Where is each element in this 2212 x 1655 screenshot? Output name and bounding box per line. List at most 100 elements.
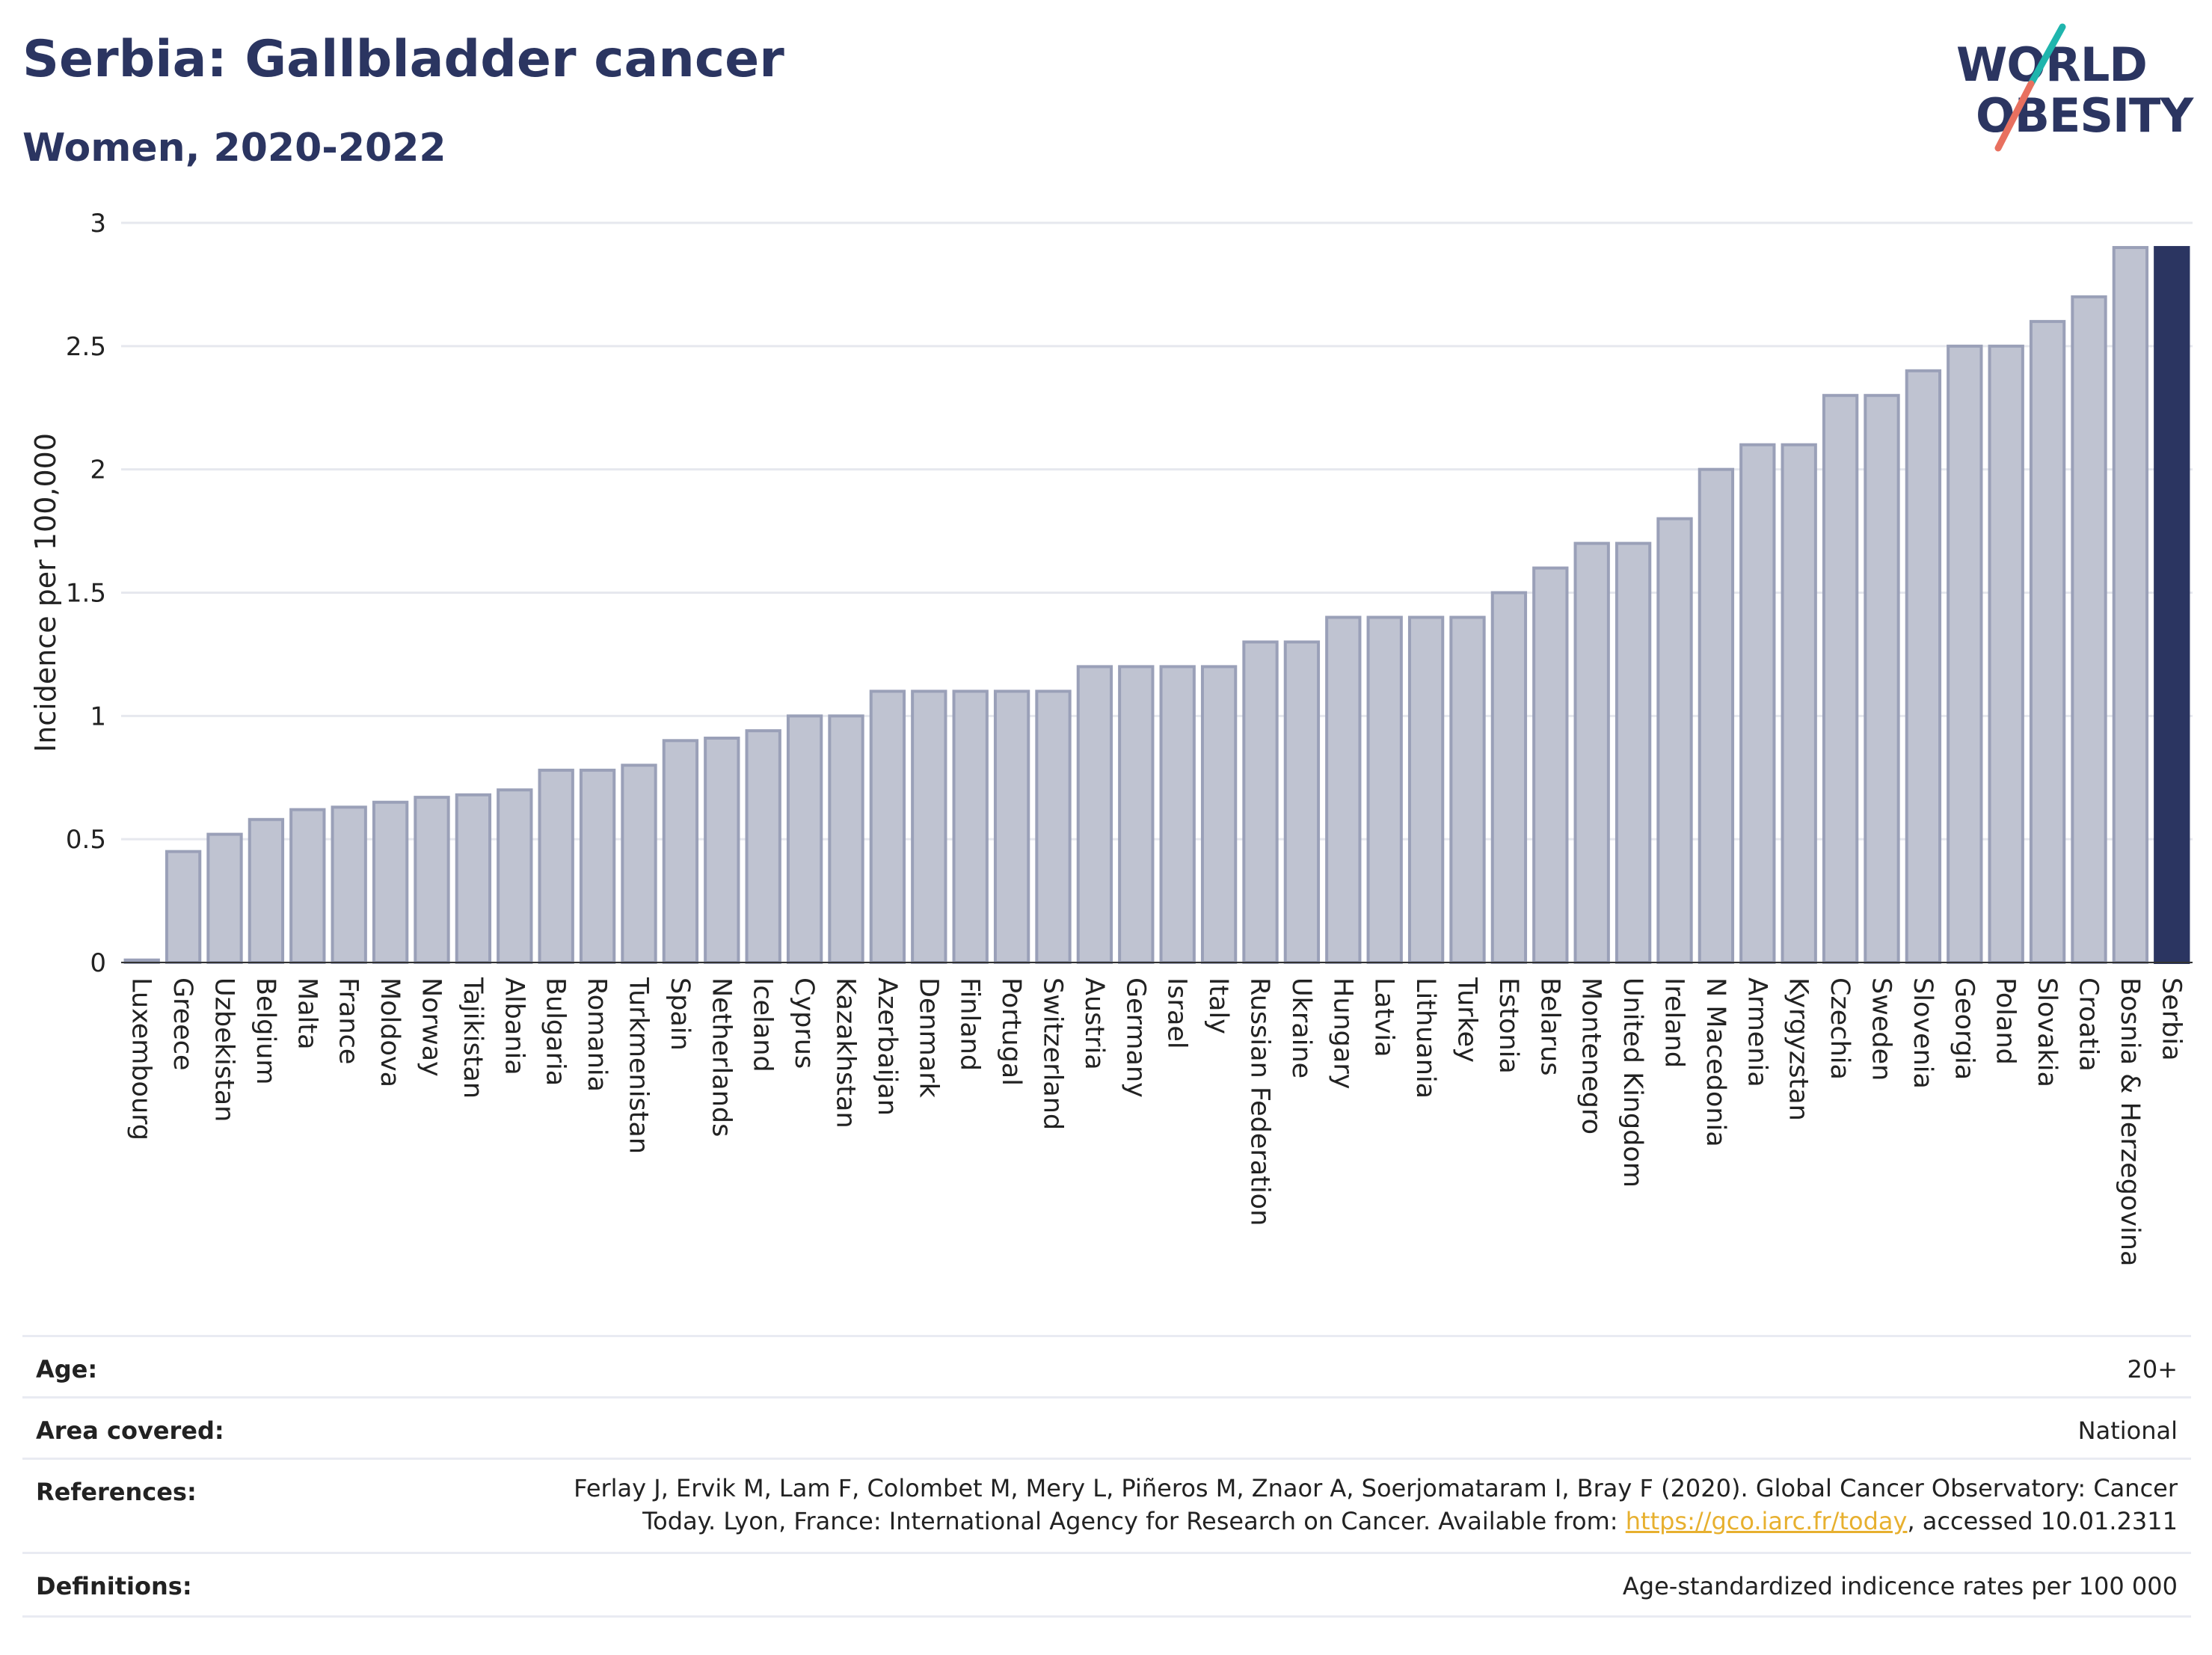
x-tick-label: United Kingdom xyxy=(1617,977,1647,1188)
x-tick-label: Estonia xyxy=(1493,977,1523,1074)
x-tick-label: Uzbekistan xyxy=(209,977,239,1122)
bar xyxy=(1739,443,1776,964)
page-subtitle: Women, 2020-2022 xyxy=(22,126,446,171)
bar-chart: 0 0.5 1 1.5 2 2.5 3 Incidence per 100,000 Luxemb… xyxy=(29,209,2193,1266)
x-tick-label: Finland xyxy=(955,977,985,1071)
x-tick-label: Kyrgyzstan xyxy=(1784,977,1813,1121)
x-tick-label: Belarus xyxy=(1534,977,1564,1076)
x-tick-label: Sweden xyxy=(1867,977,1896,1081)
logo-slash-icon xyxy=(1994,23,2066,152)
age-value: 20+ xyxy=(2127,1355,2178,1384)
page-title: Serbia: Gallbladder cancer xyxy=(22,30,784,89)
x-tick-label: Norway xyxy=(417,977,446,1077)
x-tick-label: Kazakhstan xyxy=(831,977,861,1129)
x-tick-label: Portugal xyxy=(996,977,1026,1086)
bar xyxy=(704,737,740,965)
x-tick-label: Slovakia xyxy=(2032,977,2062,1087)
bar xyxy=(993,690,1030,964)
x-tick-label: Lithuania xyxy=(1410,977,1440,1099)
bar xyxy=(206,832,243,964)
x-tick-label: Greece xyxy=(168,977,197,1071)
bar xyxy=(455,793,492,964)
references-label: References: xyxy=(36,1478,197,1506)
x-tick-label: Croatia xyxy=(2074,977,2104,1072)
bar xyxy=(1325,615,1362,964)
x-tick-label: Germany xyxy=(1120,977,1150,1098)
meta-row-age: Age: 20+ xyxy=(22,1335,2191,1398)
x-tick-label: Poland xyxy=(1991,977,2021,1065)
y-tick-label: 0.5 xyxy=(66,825,106,855)
x-tick-label: Bulgaria xyxy=(541,977,571,1086)
y-tick-label: 0 xyxy=(90,948,106,978)
x-tick-label: Albania xyxy=(499,977,529,1075)
bar xyxy=(1615,541,1652,965)
x-tick-label: Malta xyxy=(292,977,322,1050)
bar xyxy=(952,690,989,964)
references-accessed: , accessed 10.01.2311 xyxy=(1907,1507,2178,1535)
bar xyxy=(538,768,574,964)
x-tick-label: Ukraine xyxy=(1286,977,1316,1078)
x-tick-label: Israel xyxy=(1162,977,1192,1049)
bar xyxy=(2029,319,2066,965)
x-tick-label: Latvia xyxy=(1369,977,1399,1057)
bar xyxy=(745,729,781,964)
bar xyxy=(579,768,616,964)
bar xyxy=(1035,690,1072,964)
x-tick-label: France xyxy=(334,977,363,1064)
x-tick-label: Iceland xyxy=(748,977,778,1072)
x-tick-label: Spain xyxy=(665,977,695,1051)
bar xyxy=(1698,467,1735,964)
bar xyxy=(414,796,450,965)
bar xyxy=(786,714,823,964)
area-value: National xyxy=(2077,1416,2178,1445)
bar xyxy=(1200,665,1238,965)
bar xyxy=(165,850,202,965)
x-tick-label: Armenia xyxy=(1742,977,1772,1087)
x-tick-label: Turkmenistan xyxy=(624,977,654,1154)
bar xyxy=(1905,369,1942,965)
x-tick-label: Luxembourg xyxy=(126,977,156,1140)
x-tick-label: Turkey xyxy=(1452,977,1482,1063)
bar xyxy=(1573,541,1610,965)
bar xyxy=(1076,665,1113,965)
references-text: Ferlay J, Ervik M, Lam F, Colombet M, Me… xyxy=(574,1472,2178,1538)
x-tick-label: Serbia xyxy=(2156,977,2186,1061)
x-tick-label: Netherlands xyxy=(706,977,736,1137)
bar xyxy=(1490,591,1528,964)
bar xyxy=(1366,615,1403,964)
area-label: Area covered: xyxy=(36,1416,224,1445)
bar xyxy=(2071,295,2107,964)
bar xyxy=(1656,517,1693,965)
x-tick-label: Azerbaijan xyxy=(872,977,902,1116)
x-tick-label: Montenegro xyxy=(1576,977,1606,1134)
x-tick-label: Cyprus xyxy=(789,977,819,1069)
bar xyxy=(1781,443,1817,964)
world-obesity-logo: WORLD OBESITY xyxy=(1944,22,2199,165)
x-tick-label: Belgium xyxy=(251,977,280,1085)
x-tick-label: Switzerland xyxy=(1038,977,1068,1130)
bar xyxy=(869,690,906,964)
meta-row-references: References: Ferlay J, Ervik M, Lam F, Co… xyxy=(22,1458,2191,1554)
x-tick-label: Russian Federation xyxy=(1245,977,1275,1226)
bar xyxy=(2112,245,2149,964)
y-tick-label: 2 xyxy=(90,455,106,485)
definitions-value: Age-standardized indicence rates per 100… xyxy=(1622,1572,2178,1600)
bar xyxy=(289,808,326,965)
x-tick-label: Slovenia xyxy=(1908,977,1938,1089)
bar xyxy=(621,764,657,964)
x-tick-label: Moldova xyxy=(375,977,405,1087)
x-tick-label: Hungary xyxy=(1327,977,1357,1089)
bar xyxy=(1822,393,1859,964)
y-tick-label: 1 xyxy=(90,701,106,731)
x-tick-label: Austria xyxy=(1079,977,1109,1070)
x-tick-label: Romania xyxy=(582,977,612,1092)
bar xyxy=(497,788,533,964)
meta-row-area: Area covered: National xyxy=(22,1396,2191,1460)
y-tick-label: 2.5 xyxy=(66,332,106,362)
age-label: Age: xyxy=(36,1355,98,1384)
bar xyxy=(1532,566,1569,964)
x-tick-label: N Macedonia xyxy=(1701,977,1730,1147)
x-tick-label: Georgia xyxy=(1949,977,1979,1080)
bar xyxy=(1449,615,1486,964)
references-link[interactable]: https://gco.iarc.fr/today xyxy=(1625,1507,1908,1535)
